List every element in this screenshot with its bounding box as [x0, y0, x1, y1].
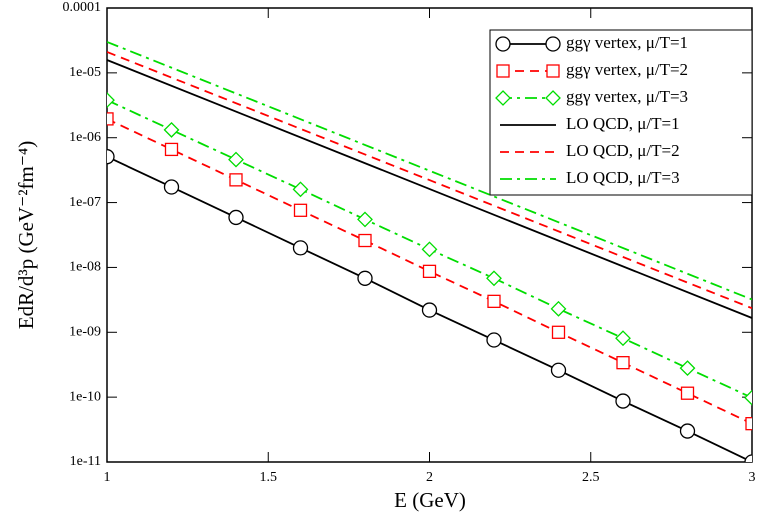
- x-tick-label: 1.5: [260, 470, 278, 485]
- marker: [546, 64, 560, 78]
- y-tick-label: 0.0001: [63, 0, 102, 15]
- marker: [745, 417, 752, 431]
- legend-box: [489, 29, 753, 196]
- marker: [228, 209, 244, 226]
- y-tick-label: 1e-07: [69, 195, 101, 210]
- marker: [616, 356, 630, 370]
- y-tick-label: 1e-09: [69, 325, 101, 340]
- legend-label: LO QCD, μ/T=3: [566, 168, 680, 187]
- marker: [293, 203, 308, 217]
- legend-label: LO QCD, μ/T=2: [566, 141, 680, 160]
- marker: [107, 149, 115, 165]
- y-tick-label: 1e-05: [69, 65, 101, 80]
- x-tick-label: 1: [104, 470, 111, 485]
- marker: [487, 294, 501, 308]
- x-tick-label: 2.5: [582, 470, 600, 485]
- y-axis-title: EdR/d³p (GeV⁻²fm⁻⁴): [14, 141, 38, 329]
- marker: [421, 302, 438, 318]
- marker: [358, 233, 372, 248]
- marker: [615, 393, 631, 409]
- marker: [744, 454, 752, 462]
- series-line: [107, 59, 752, 319]
- series-line: [107, 41, 752, 301]
- marker: [679, 360, 696, 377]
- marker: [107, 92, 115, 109]
- marker: [357, 211, 373, 228]
- plot-area: [107, 41, 752, 462]
- legend-label: ggγ vertex, μ/T=1: [566, 33, 688, 52]
- marker: [357, 270, 373, 286]
- marker: [228, 151, 244, 168]
- y-tick-label: 1e-08: [69, 260, 101, 275]
- marker: [496, 64, 510, 78]
- marker: [486, 332, 502, 348]
- x-axis-title: E (GeV): [394, 488, 466, 512]
- marker: [292, 240, 309, 256]
- marker: [164, 142, 179, 157]
- y-tick-label: 1e-11: [70, 454, 101, 469]
- y-tick-label: 1e-06: [69, 130, 101, 145]
- marker: [107, 112, 114, 126]
- marker: [680, 386, 695, 400]
- marker: [422, 264, 437, 279]
- marker: [679, 423, 696, 439]
- y-tick-label: 1e-10: [69, 389, 101, 404]
- marker: [550, 362, 567, 378]
- legend-label: LO QCD, μ/T=1: [566, 114, 680, 133]
- marker: [486, 270, 502, 287]
- marker: [163, 121, 180, 138]
- marker: [292, 181, 309, 198]
- marker: [550, 300, 567, 317]
- legend-label: ggγ vertex, μ/T=3: [566, 87, 688, 106]
- marker: [495, 36, 511, 52]
- marker: [163, 179, 180, 195]
- marker: [421, 241, 438, 258]
- marker: [744, 389, 752, 406]
- series-line: [107, 51, 752, 310]
- x-tick-label: 3: [749, 470, 756, 485]
- legend-label: ggγ vertex, μ/T=2: [566, 60, 688, 79]
- marker: [551, 325, 566, 339]
- marker: [545, 36, 561, 52]
- x-tick-label: 2: [426, 470, 433, 485]
- marker: [545, 90, 561, 106]
- marker: [495, 90, 511, 106]
- marker: [615, 330, 631, 347]
- marker: [229, 173, 243, 187]
